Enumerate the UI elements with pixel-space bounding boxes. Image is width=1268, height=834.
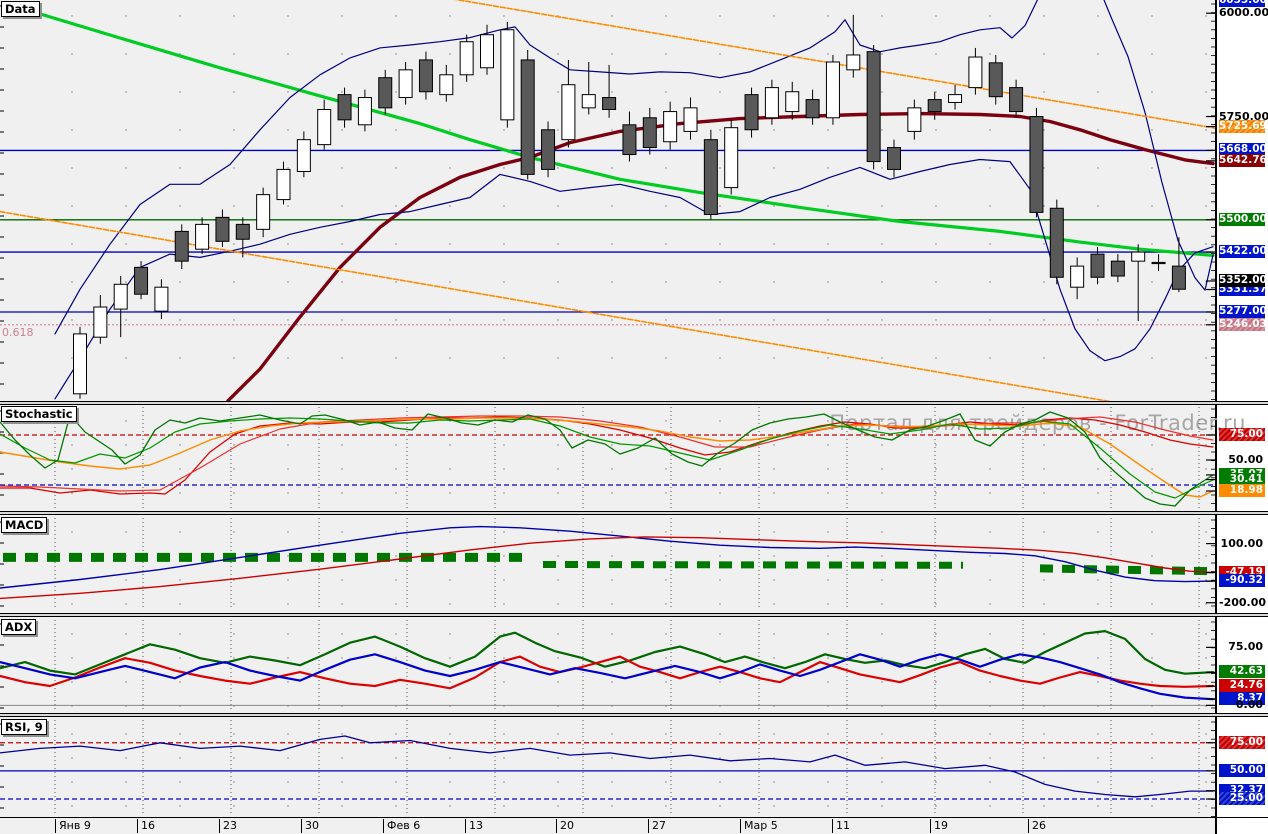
panel-separator[interactable] xyxy=(0,613,1268,617)
time-axis[interactable]: Янв 9 16 23 30 Фев 6 13 20 27 Мар 5 11 19 26 xyxy=(0,819,1215,834)
rsi-line xyxy=(0,735,1214,798)
price-panel xyxy=(0,0,1215,401)
panel-label-macd[interactable]: MACD xyxy=(1,517,48,533)
axis-label-adx-8.37: 8.37 xyxy=(1219,692,1265,705)
adx-red xyxy=(0,655,1215,690)
axis-label-price-6055.00: 6055.00 xyxy=(1219,0,1267,7)
axis-label-layer: 6055.00 6000.00 5750.00 5725.69 5668.00 5642.… xyxy=(1219,0,1268,834)
macd-histogram xyxy=(1039,564,1214,576)
axis-label-adx-0.00: 0.00 xyxy=(1235,698,1263,711)
axis-label-price-5352.00: 5352.00 xyxy=(1219,274,1267,287)
bollinger-lower xyxy=(54,158,1214,400)
panel-label-adx[interactable]: ADX xyxy=(1,619,37,635)
adx-blue xyxy=(0,653,1215,701)
ma-long-green xyxy=(18,6,1215,257)
panel-separator[interactable] xyxy=(0,713,1268,717)
time-label-30: 30 xyxy=(301,819,319,833)
axis-label-price-6000.00: 6000.00 xyxy=(1219,6,1268,19)
trendline-upper xyxy=(454,0,1215,129)
trendline-lower xyxy=(0,210,1112,401)
time-label-19: 19 xyxy=(930,819,948,833)
axis-label-price-5246.03: 5246.03 xyxy=(1219,318,1267,331)
adx-panel xyxy=(0,620,1215,711)
panel-separator[interactable] xyxy=(0,511,1268,515)
time-label-20: 20 xyxy=(556,819,574,833)
macd-signal-blue xyxy=(0,525,1214,589)
axis-label-stoch-50.00: 50.00 xyxy=(1228,453,1263,466)
axis-label-price-5642.76: 5642.76 xyxy=(1219,154,1267,167)
watermark: Портал для трейдеров - ForTrader.ru xyxy=(829,411,1246,435)
macd-histogram xyxy=(542,560,964,569)
time-label-26: 26 xyxy=(1028,819,1046,833)
time-label-Мар 5: Мар 5 xyxy=(740,819,778,833)
time-label-11: 11 xyxy=(832,819,850,833)
axis-label-stoch-18.98: 18.98 xyxy=(1219,484,1265,497)
axis-label-rsi-25.00: 25.00 xyxy=(1219,792,1265,805)
axis-label-stoch-75.00: 75.00 xyxy=(1219,428,1265,441)
axis-label-price-5422.00: 5422.00 xyxy=(1219,245,1267,258)
time-label-Фев 6: Фев 6 xyxy=(383,819,420,833)
axis-label-price-5500.00: 5500.00 xyxy=(1219,213,1267,226)
axis-label-rsi-75.00: 75.00 xyxy=(1219,736,1265,749)
axis-label-adx-24.76: 24.76 xyxy=(1219,679,1265,692)
axis-label-price-5725.69: 5725.69 xyxy=(1219,120,1267,133)
time-axis-border xyxy=(0,817,1268,818)
axis-label-price-5750.00: 5750.00 xyxy=(1219,110,1268,123)
axis-label-adx-75.00: 75.00 xyxy=(1228,640,1263,653)
time-label-13: 13 xyxy=(465,819,483,833)
panel-label-data[interactable]: Data xyxy=(1,1,40,17)
macd-panel xyxy=(0,518,1214,610)
axis-label-price-5277.00: 5277.00 xyxy=(1219,305,1267,318)
time-label-27: 27 xyxy=(648,819,666,833)
axis-label-macd--200.00: -200.00 xyxy=(1219,596,1267,609)
candlesticks xyxy=(73,14,1186,399)
panel-separator[interactable] xyxy=(0,401,1268,405)
panel-label-stochastic[interactable]: Stochastic xyxy=(1,406,77,422)
ma-dark-red xyxy=(226,111,1215,401)
macd-line-red xyxy=(0,536,1214,600)
time-label-Янв 9: Янв 9 xyxy=(55,819,91,833)
axis-label-adx-42.63: 42.63 xyxy=(1219,665,1265,678)
fib-level-label: 0.618 xyxy=(2,326,34,339)
time-label-23: 23 xyxy=(219,819,237,833)
axis-label-stoch-30.41: 30.41 xyxy=(1219,473,1265,486)
axis-label-macd-100.00: 100.00 xyxy=(1220,537,1263,550)
adx-green xyxy=(0,629,1215,676)
rsi-panel xyxy=(0,720,1214,815)
panel-label-rsi[interactable]: RSI, 9 xyxy=(1,719,47,735)
time-label-16: 16 xyxy=(137,819,155,833)
axis-label-price-5668.00: 5668.00 xyxy=(1219,143,1267,156)
axis-label-rsi-50.00: 50.00 xyxy=(1219,764,1265,777)
bollinger-upper xyxy=(54,0,1214,335)
axis-label-macd--90.32: -90.32 xyxy=(1219,574,1265,587)
